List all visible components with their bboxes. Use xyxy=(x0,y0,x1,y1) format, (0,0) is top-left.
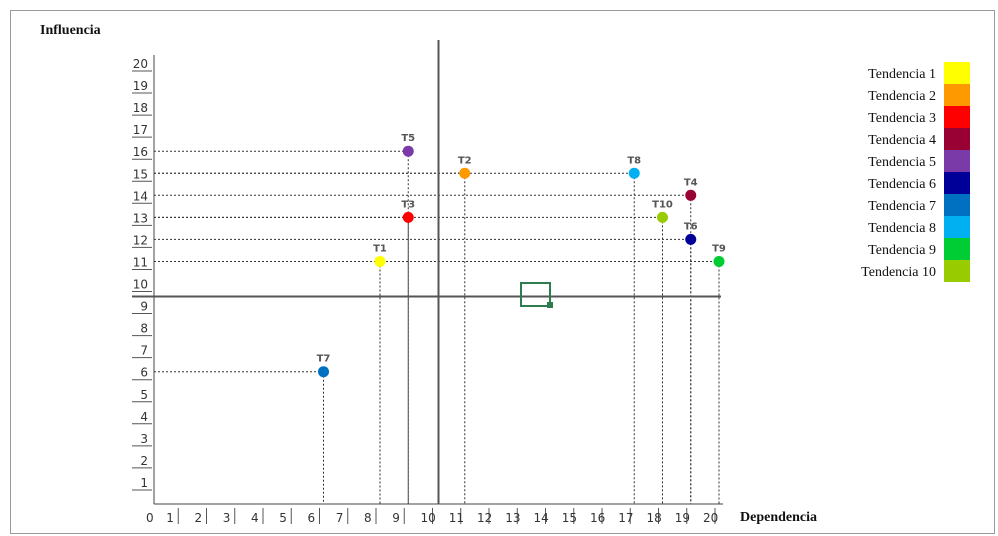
x-tick-label: 15 xyxy=(562,511,577,525)
legend: Tendencia 1 Tendencia 2 Tendencia 3 Tendenc… xyxy=(861,62,970,282)
legend-swatch xyxy=(944,150,970,172)
y-tick-label: 12 xyxy=(133,233,148,247)
legend-label: Tendencia 9 xyxy=(868,243,936,258)
x-tick-label: 2 xyxy=(195,511,203,525)
x-tick-label: 12 xyxy=(477,511,492,525)
legend-label: Tendencia 3 xyxy=(868,111,936,126)
data-point-t7 xyxy=(318,366,329,378)
y-tick-label: 17 xyxy=(133,123,148,137)
legend-label: Tendencia 7 xyxy=(868,199,936,214)
data-point-t9 xyxy=(713,255,725,267)
legend-swatch xyxy=(944,194,970,216)
data-point-t8 xyxy=(628,167,640,179)
legend-label: Tendencia 5 xyxy=(868,155,936,170)
legend-swatch xyxy=(944,216,970,238)
legend-swatch xyxy=(944,260,970,282)
x-tick-label: 17 xyxy=(618,511,633,525)
data-points: T1 T2 T3 T4 T5 T6 T7 T8 T9 T10 xyxy=(317,133,726,378)
x-tick-label: 14 xyxy=(534,511,549,525)
x-axis-title: Dependencia xyxy=(740,510,817,525)
x-tick-label: 7 xyxy=(336,511,344,525)
x-tick-label: 20 xyxy=(703,511,718,525)
y-tick-label: 11 xyxy=(133,255,148,269)
point-label-t9: T9 xyxy=(712,243,726,254)
x-tick-label: 9 xyxy=(392,511,400,525)
y-tick-label: 19 xyxy=(133,79,148,93)
y-tick-label: 8 xyxy=(140,322,148,336)
selection-box[interactable] xyxy=(520,282,553,308)
legend-label: Tendencia 4 xyxy=(868,133,936,148)
y-tick-label: 9 xyxy=(140,300,148,314)
x-tick-label: 1 xyxy=(166,511,174,525)
x-tick-label: 19 xyxy=(675,511,690,525)
point-label-t1: T1 xyxy=(373,243,387,254)
point-label-t8: T8 xyxy=(627,155,641,166)
y-tick-label: 4 xyxy=(140,410,148,424)
y-tick-label: 13 xyxy=(133,211,148,225)
x-axis-ticks: 0 1 2 3 4 5 6 7 8 9 10 11 12 13 14 15 16 17 18 19 20 xyxy=(146,508,718,525)
data-point-t6 xyxy=(685,233,697,245)
x-tick-label: 5 xyxy=(279,511,287,525)
x-tick-label: 0 xyxy=(146,511,154,525)
data-point-t1 xyxy=(374,255,386,267)
data-point-t10 xyxy=(657,211,668,223)
data-point-t3 xyxy=(402,211,414,223)
y-tick-label: 6 xyxy=(140,366,148,380)
x-tick-label: 11 xyxy=(449,511,464,525)
guide-lines xyxy=(154,150,720,504)
legend-label: Tendencia 2 xyxy=(868,89,936,104)
legend-label: Tendencia 8 xyxy=(868,221,936,236)
x-tick-label: 13 xyxy=(505,511,520,525)
y-axis-title: Influencia xyxy=(40,23,101,38)
y-tick-label: 14 xyxy=(133,189,148,203)
x-tick-label: 16 xyxy=(590,511,605,525)
legend-label: Tendencia 6 xyxy=(868,177,936,192)
legend-swatch xyxy=(944,238,970,260)
y-tick-label: 16 xyxy=(133,145,148,159)
x-tick-label: 4 xyxy=(251,511,259,525)
y-tick-label: 2 xyxy=(140,454,148,468)
y-tick-label: 10 xyxy=(133,278,148,292)
legend-swatch xyxy=(944,84,970,106)
data-point-t2 xyxy=(459,167,471,179)
legend-label: Tendencia 10 xyxy=(861,265,936,280)
point-label-t4: T4 xyxy=(684,177,698,188)
legend-swatch xyxy=(944,128,970,150)
point-label-t3: T3 xyxy=(401,199,415,210)
data-point-t5 xyxy=(402,145,414,157)
y-tick-label: 3 xyxy=(140,432,148,446)
point-label-t10: T10 xyxy=(652,199,673,210)
x-tick-label: 8 xyxy=(364,511,372,525)
x-tick-label: 3 xyxy=(223,511,231,525)
point-label-t2: T2 xyxy=(458,155,472,166)
x-tick-label: 10 xyxy=(421,511,436,525)
data-point-t4 xyxy=(685,189,697,201)
quadrant-dividers xyxy=(132,40,721,504)
x-tick-label: 6 xyxy=(308,511,316,525)
chart-frame xyxy=(10,10,995,534)
y-tick-label: 20 xyxy=(133,57,148,71)
y-tick-label: 7 xyxy=(140,344,148,358)
x-tick-label: 18 xyxy=(647,511,662,525)
y-tick-label: 1 xyxy=(140,476,148,490)
legend-label: Tendencia 1 xyxy=(868,67,936,82)
y-tick-label: 15 xyxy=(133,167,148,181)
point-label-t7: T7 xyxy=(317,354,331,365)
legend-swatch xyxy=(944,62,970,84)
point-label-t5: T5 xyxy=(401,133,415,144)
y-tick-label: 5 xyxy=(140,388,148,402)
legend-swatch xyxy=(944,106,970,128)
legend-swatch xyxy=(944,172,970,194)
point-label-t6: T6 xyxy=(684,221,698,232)
y-tick-label: 18 xyxy=(133,101,148,115)
